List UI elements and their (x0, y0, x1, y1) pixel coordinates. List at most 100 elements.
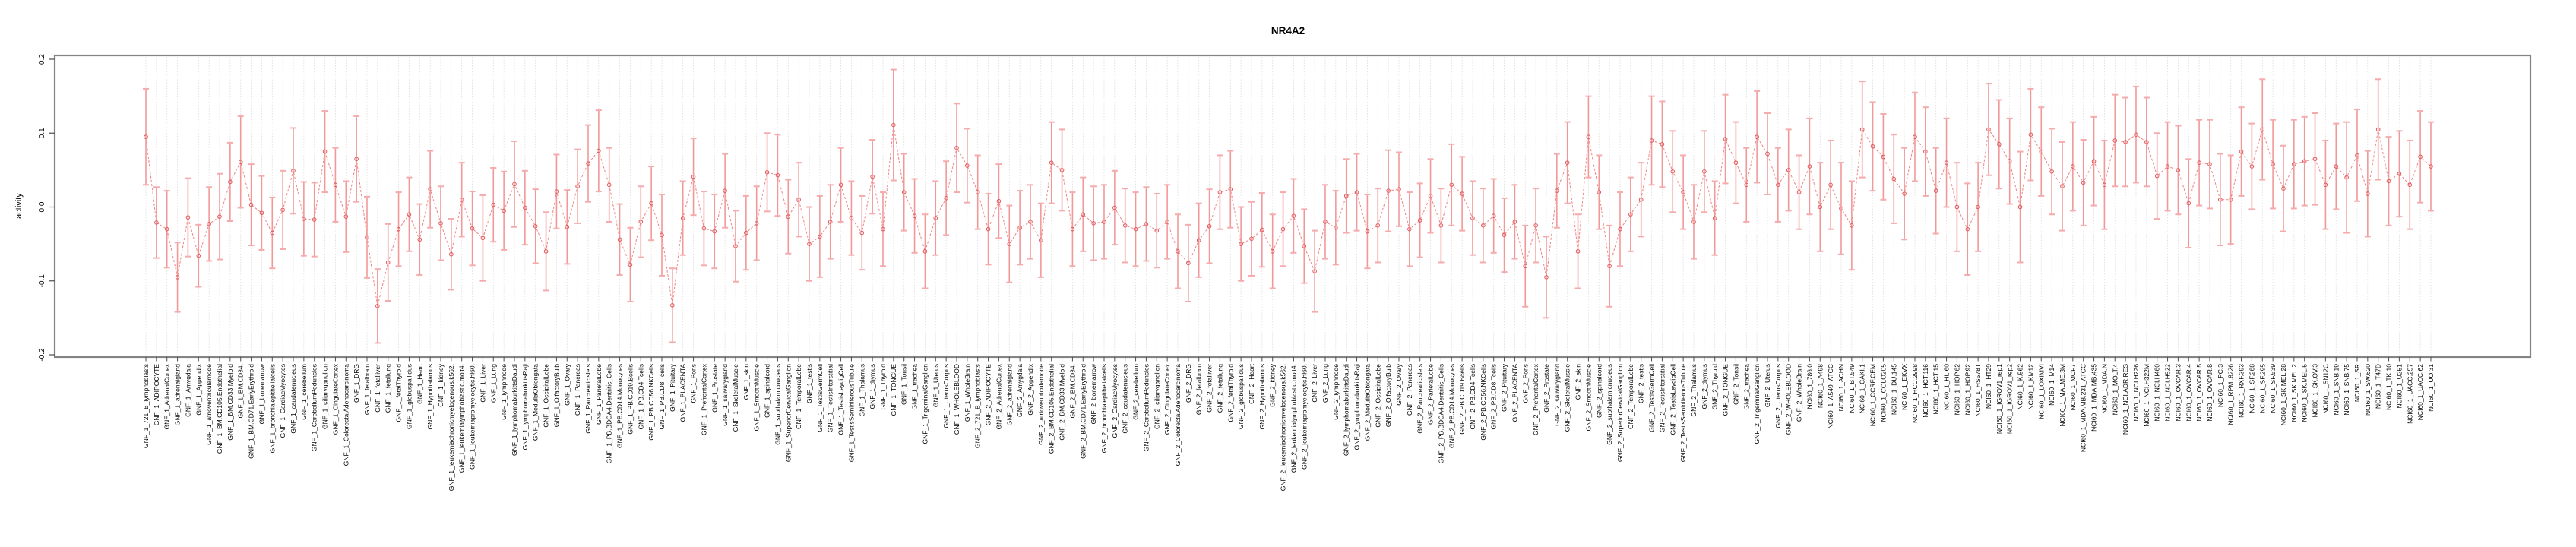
data-point (470, 226, 475, 231)
x-tick-label: GNF_1_TemporalLobe (795, 364, 802, 429)
x-tick-label: GNF_1_CingulateCortex (331, 363, 339, 435)
x-tick-label: GNF_2_Pancreaticislets (1416, 364, 1424, 434)
x-tick-label: GNF_2_CingulateCortex (1163, 363, 1171, 435)
x-tick-label: GNF_2_AdrenalCortex (995, 363, 1002, 429)
x-tick-label: GNF_2_Pons (1521, 364, 1529, 403)
data-point (228, 179, 233, 185)
data-point (1502, 232, 1507, 238)
data-point (2123, 140, 2128, 144)
data-point (1028, 220, 1033, 224)
x-tick-label: GNF_1_kidney (437, 363, 445, 406)
data-point (807, 242, 812, 246)
x-tick-label: GNF_2_bonemarrow (1090, 363, 1097, 424)
data-point (2007, 159, 2012, 164)
x-tick-label: NCI60_1_K.562 (2017, 364, 2024, 410)
x-tick-label: NCI60_1_DU.145 (1890, 364, 1897, 415)
data-point (1481, 223, 1486, 228)
data-point (1765, 151, 1770, 157)
data-point (523, 205, 527, 210)
x-tick-label: NCI60_1_NCI.ADR.RES (2122, 364, 2129, 435)
x-tick-label: GNF_1_subthalamicnucleus (774, 364, 781, 445)
data-point (1081, 212, 1086, 217)
data-point (2375, 127, 2381, 132)
x-tick-label: GNF_2_atrioventricularnode (1037, 364, 1045, 445)
series-connector-line (145, 125, 2432, 306)
data-point (365, 235, 369, 240)
data-point (1933, 188, 1938, 193)
x-tick-label: NCI60_1_MDA.MB.435 (2090, 364, 2098, 432)
data-point (385, 260, 391, 265)
data-point (2334, 164, 2339, 169)
x-tick-label: GNF_1_Pituitary (669, 363, 676, 412)
data-point (1533, 223, 1538, 228)
x-tick-label: GNF_2_adrenalgland (1005, 364, 1013, 426)
x-tick-label: GNF_2_caudatenucleus (1122, 364, 1129, 434)
data-point (1597, 190, 1602, 194)
data-point (1239, 242, 1243, 246)
data-point (775, 172, 780, 178)
x-tick-label: GNF_2_TestisInterstitial (1658, 364, 1666, 432)
x-tick-label: NCI60_1_UO.31 (2427, 364, 2435, 412)
data-point (1428, 194, 1433, 198)
x-tick-label: GNF_2_ParietalLobe (1427, 364, 1435, 425)
x-tick-label: GNF_2_BM.CD33.Myeloid (1059, 364, 1066, 441)
x-tick-label: GNF_2_TestisGermCell (1648, 364, 1656, 432)
data-point (1712, 216, 1717, 220)
data-point (1397, 187, 1401, 191)
data-point (1323, 220, 1328, 224)
data-point (154, 220, 159, 225)
data-point (628, 262, 633, 267)
x-tick-label: GNF_1_skin (742, 364, 750, 400)
data-point (1375, 223, 1381, 228)
data-point (2081, 180, 2086, 185)
x-tick-label: NCI60_1_OVCAR.4 (2185, 364, 2192, 422)
data-point (1555, 188, 1559, 193)
x-tick-label: GNF_1_Amygdala (184, 364, 191, 417)
data-point (575, 184, 580, 189)
data-point (606, 182, 612, 188)
data-point (2323, 182, 2328, 188)
data-point (1354, 190, 1359, 194)
y-tick-label: 0.1 (38, 128, 46, 138)
x-tick-label: NCI60_1_HCC.2998 (1911, 364, 1919, 423)
x-tick-label: NCI60_1_ACHN (1837, 364, 1845, 411)
x-tick-label: GNF_2_Tonsil (1732, 364, 1739, 405)
x-tick-label: NCI60_1_BT.549 (1848, 364, 1856, 413)
x-tick-label: NCI60_1_HT29 (1985, 364, 1992, 409)
x-tick-label: NCI60_1_NCI.H226 (2132, 364, 2140, 422)
x-tick-label: GNF_1_globuspallidus (405, 364, 413, 429)
x-tick-label: GNF_2_TONGUE (1722, 364, 1729, 416)
data-point (933, 216, 938, 220)
data-point (164, 226, 169, 232)
data-point (859, 230, 865, 236)
data-point (1302, 244, 1307, 248)
x-tick-label: GNF_2_testis (1638, 364, 1645, 403)
data-point (1744, 182, 1749, 188)
data-point (1891, 176, 1897, 182)
data-point (1249, 236, 1254, 242)
data-point (1976, 204, 1980, 210)
x-tick-label: GNF_1_PB.CD19.Bcells (626, 364, 634, 435)
plot-frame (53, 54, 2532, 359)
data-point (1407, 226, 1412, 232)
x-tick-label: GNF_2_Appendix (1027, 363, 1034, 415)
x-tick-label: GNF_1_spinalcord (764, 364, 771, 418)
data-point (1923, 149, 1928, 154)
x-tick-label: GNF_1_Hypothalamus (426, 364, 434, 429)
data-point (2039, 149, 2044, 154)
x-tick-label: NCI60_1_HS578T (1974, 364, 1982, 416)
data-point (554, 189, 559, 194)
x-tick-label: GNF_1_lymphomaburkittsRaji (521, 364, 529, 450)
data-point (1681, 190, 1685, 194)
data-point (701, 226, 707, 231)
data-point (1133, 226, 1138, 232)
data-point (586, 161, 590, 166)
x-tick-label: NCI60_1_NCI.H522 (2164, 364, 2172, 422)
data-point (1207, 223, 1212, 229)
x-tick-label: GNF_2_lymphomaburkittsDaudi (1343, 364, 1350, 456)
data-point (302, 217, 306, 221)
data-point (491, 202, 496, 207)
data-point (1670, 169, 1676, 174)
data-point (438, 221, 443, 226)
